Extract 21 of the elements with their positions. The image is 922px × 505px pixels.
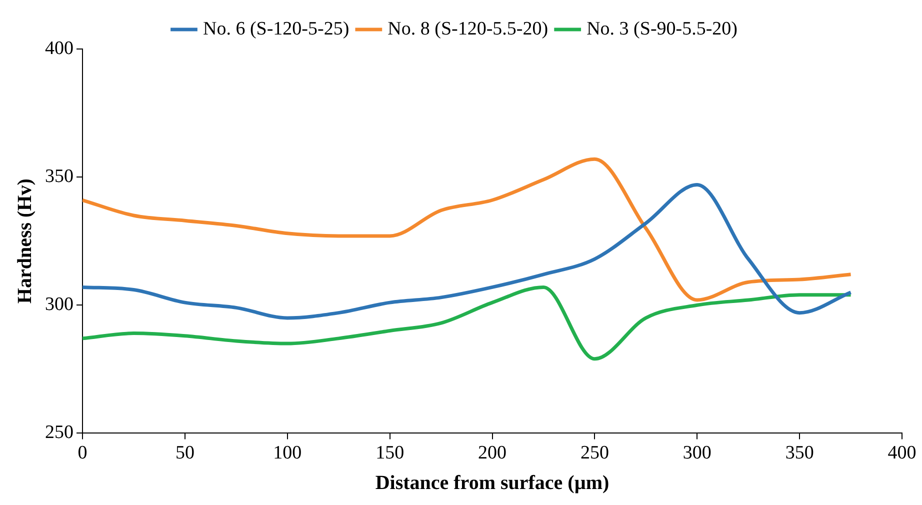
- y-axis-title: Hardness (Hv): [14, 178, 36, 304]
- line-series: [82, 183, 853, 320]
- legend-label: No. 3 (S-90-5.5-20): [586, 18, 738, 40]
- x-axis-title: Distance from surface (µm): [375, 472, 610, 494]
- x-tick-label: 400: [888, 442, 916, 464]
- y-tick-label: 300: [45, 294, 74, 316]
- y-tick-label: 400: [45, 38, 74, 59]
- y-tick-label: 250: [45, 422, 74, 444]
- x-tick-label: 350: [785, 442, 814, 464]
- x-tick-label: 50: [175, 442, 194, 464]
- x-tick-label: 250: [580, 442, 609, 464]
- y-tick-label: 350: [45, 166, 74, 188]
- x-tick-label: 0: [78, 442, 88, 464]
- line-series: [82, 285, 853, 361]
- x-tick-label: 150: [376, 442, 404, 464]
- x-tick-label: 100: [273, 442, 302, 464]
- legend-label: No. 6 (S-120-5-25): [202, 18, 350, 40]
- legend-label: No. 8 (S-120-5.5-20): [388, 18, 548, 40]
- x-tick-label: 200: [478, 442, 506, 464]
- x-tick-label: 300: [682, 442, 712, 464]
- line-series: [82, 157, 853, 302]
